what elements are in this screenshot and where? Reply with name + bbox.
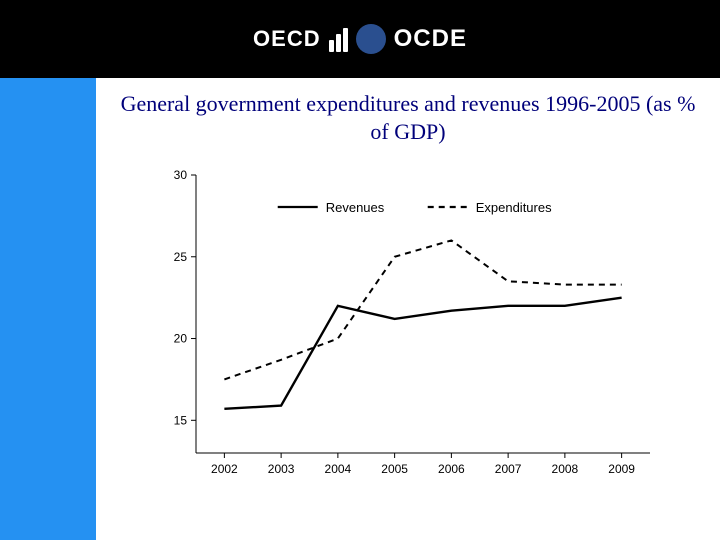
x-tick-label: 2006 [438, 462, 465, 476]
brand-right-text: OCDE [394, 25, 467, 53]
page-root: OECD OCDE General government expenditure… [0, 0, 720, 540]
x-tick-label: 2007 [495, 462, 522, 476]
x-tick-label: 2003 [268, 462, 295, 476]
y-tick-label: 20 [174, 332, 188, 346]
brand-left-text: OECD [253, 26, 321, 52]
x-tick-label: 2008 [552, 462, 579, 476]
y-tick-label: 15 [174, 413, 188, 427]
header-bar: OECD OCDE [0, 0, 720, 78]
brand-dot-icon [356, 24, 386, 54]
y-tick-label: 25 [174, 250, 188, 264]
body-row: General government expenditures and reve… [0, 78, 720, 540]
y-tick-label: 30 [174, 168, 188, 182]
x-tick-label: 2004 [325, 462, 352, 476]
x-tick-label: 2009 [608, 462, 635, 476]
brand-block: OECD OCDE [253, 24, 467, 54]
brand-bars-icon [329, 26, 348, 52]
legend-label: Expenditures [476, 200, 552, 215]
left-sidebar [0, 78, 96, 540]
main-panel: General government expenditures and reve… [96, 78, 720, 540]
page-title: General government expenditures and reve… [120, 90, 696, 145]
chart-container: 15 20 25 30 2002 2003 2004 2005 2006 2007 2008 2009… [120, 155, 696, 516]
x-tick-label: 2005 [381, 462, 408, 476]
legend-label: Revenues [326, 200, 385, 215]
line-chart: 15 20 25 30 2002 2003 2004 2005 2006 2007 2008 2009… [148, 155, 668, 495]
x-tick-label: 2002 [211, 462, 238, 476]
